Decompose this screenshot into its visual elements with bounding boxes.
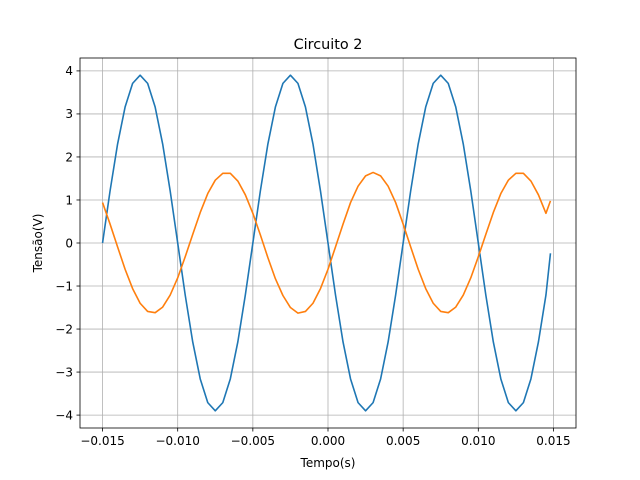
- y-tick-label: 0: [65, 236, 73, 250]
- y-tick-label: −4: [55, 408, 73, 422]
- x-tick-label: 0.005: [386, 434, 420, 448]
- y-tick-label: 2: [65, 150, 73, 164]
- y-axis-label: Tensão(V): [31, 214, 45, 274]
- plot-lines: [101, 74, 552, 412]
- series-line-2: [101, 171, 552, 314]
- x-tick-label: −0.010: [155, 434, 199, 448]
- chart-title: Circuito 2: [294, 37, 363, 53]
- series-line-1: [101, 74, 552, 412]
- x-tick-label: 0.010: [461, 434, 495, 448]
- x-tick-label: 0.015: [536, 434, 570, 448]
- y-axis-ticks: −4 −3 −2 −1 0 1 2 3 4: [55, 64, 80, 422]
- y-tick-label: 4: [65, 64, 73, 78]
- x-axis-ticks: −0.015 −0.010 −0.005 0.000 0.005 0.010 0.015: [80, 428, 571, 448]
- x-tick-label: −0.005: [231, 434, 275, 448]
- y-tick-label: −3: [55, 365, 73, 379]
- x-axis-label: Tempo(s): [300, 456, 356, 470]
- y-tick-label: −1: [55, 279, 73, 293]
- y-tick-label: −2: [55, 322, 73, 336]
- x-tick-label: 0.000: [311, 434, 345, 448]
- x-tick-label: −0.015: [80, 434, 124, 448]
- y-tick-label: 1: [65, 193, 73, 207]
- y-tick-label: 3: [65, 107, 73, 121]
